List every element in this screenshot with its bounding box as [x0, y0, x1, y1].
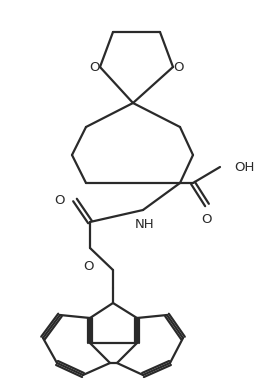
Text: O: O	[83, 260, 93, 273]
Text: O: O	[173, 60, 184, 74]
Text: OH: OH	[234, 160, 254, 174]
Text: O: O	[202, 213, 212, 226]
Text: NH: NH	[135, 218, 155, 231]
Text: O: O	[89, 60, 100, 74]
Text: O: O	[55, 194, 65, 207]
